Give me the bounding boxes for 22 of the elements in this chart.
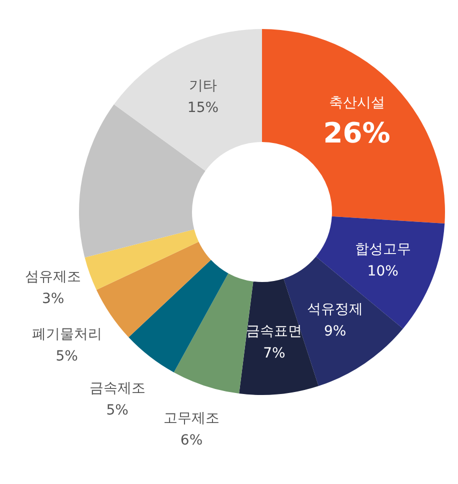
data-label: 9% — [324, 323, 346, 340]
data-label: 5% — [56, 348, 78, 364]
data-label: 3% — [42, 291, 64, 308]
slice-label: 축산시설 — [328, 94, 385, 111]
slice-label: 기타 — [188, 78, 217, 94]
donut-slice — [114, 29, 262, 171]
donut-slice — [128, 260, 228, 372]
data-label: 5% — [106, 402, 128, 418]
data-label: 10% — [367, 264, 398, 280]
slice-label: 석유정제 — [307, 301, 364, 318]
data-label: 7% — [263, 345, 286, 362]
data-label: 6% — [180, 432, 203, 449]
data-label: 15% — [187, 100, 219, 116]
slice-label: 금속제조 — [89, 380, 146, 396]
slice-label: 고무제조 — [164, 410, 220, 427]
data-label: 26% — [323, 116, 390, 150]
slice-label: 폐기물처리 — [32, 326, 102, 342]
donut-slice — [84, 229, 199, 290]
slice-label: 금속표면 — [246, 323, 302, 340]
slice-label: 합성고무 — [354, 242, 411, 258]
donut-slice — [262, 29, 445, 224]
slice-label: 섬유제조 — [25, 269, 82, 286]
